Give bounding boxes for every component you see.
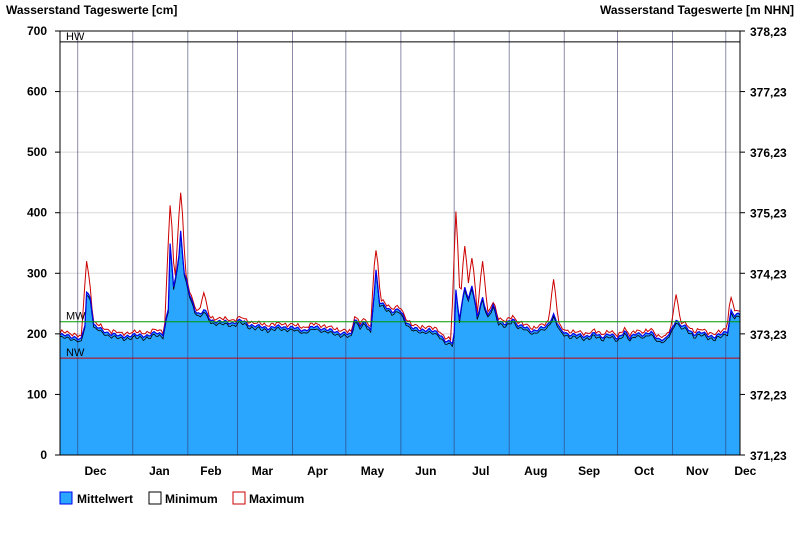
legend-label-mean: Mittelwert bbox=[77, 492, 133, 506]
month-label-6: Jun bbox=[415, 464, 436, 478]
plot-frame bbox=[59, 30, 741, 456]
series-lines bbox=[59, 192, 741, 348]
left-y-ticks: 0 100 200 300 400 500 600 700 bbox=[27, 24, 60, 462]
left-tick-label-5: 500 bbox=[27, 145, 47, 159]
month-label-10: Oct bbox=[634, 464, 654, 478]
month-label-2: Feb bbox=[200, 464, 221, 478]
mean-area bbox=[60, 230, 740, 455]
left-tick-label-3: 300 bbox=[27, 266, 47, 280]
legend-swatch-min bbox=[148, 491, 162, 505]
right-y-ticks: 371,23 372,23 373,23 374,23 375,23 376,23 377,… bbox=[740, 25, 787, 463]
month-label-0: Dec bbox=[85, 464, 107, 478]
right-tick-label-3: 374,23 bbox=[750, 267, 787, 281]
right-tick-label-5: 376,23 bbox=[750, 146, 787, 160]
reference-lines: HW MW NW bbox=[60, 31, 740, 359]
month-label-7: Jul bbox=[472, 464, 489, 478]
month-label-8: Aug bbox=[524, 464, 547, 478]
month-label-1: Jan bbox=[149, 464, 170, 478]
left-tick-label-1: 100 bbox=[27, 387, 47, 401]
left-axis-title: Wasserstand Tageswerte [cm] bbox=[6, 3, 177, 17]
mean-area-fill bbox=[60, 230, 740, 455]
right-tick-label-7: 378,23 bbox=[750, 25, 787, 39]
month-label-11: Nov bbox=[686, 464, 709, 478]
left-tick-label-6: 600 bbox=[27, 85, 47, 99]
right-tick-label-0: 371,23 bbox=[750, 449, 787, 463]
month-label-5: May bbox=[361, 464, 385, 478]
right-tick-label-1: 372,23 bbox=[750, 388, 787, 402]
ref-label-nw: NW bbox=[66, 347, 85, 359]
left-tick-label-0: 0 bbox=[40, 448, 47, 462]
legend-swatch-mean bbox=[59, 491, 73, 505]
maximum-line bbox=[59, 192, 741, 342]
month-label-3: Mar bbox=[252, 464, 274, 478]
right-tick-label-6: 377,23 bbox=[750, 86, 787, 100]
month-label-4: Apr bbox=[307, 464, 328, 478]
left-tick-label-4: 400 bbox=[27, 206, 47, 220]
x-ticks: Dec Jan Feb Mar Apr May Jun Jul Aug Sep Oct Nov Dec bbox=[85, 464, 757, 478]
legend: Mittelwert Minimum Maximum bbox=[59, 491, 304, 506]
left-tick-label-2: 200 bbox=[27, 327, 47, 341]
left-tick-label-7: 700 bbox=[27, 24, 47, 38]
ref-label-hw: HW bbox=[66, 31, 85, 43]
month-label-9: Sep bbox=[578, 464, 600, 478]
ref-label-mw: MW bbox=[66, 311, 86, 323]
right-tick-label-2: 373,23 bbox=[750, 328, 787, 342]
right-axis-title: Wasserstand Tageswerte [m NHN] bbox=[600, 3, 794, 17]
legend-label-min: Minimum bbox=[165, 492, 218, 506]
right-tick-label-4: 375,23 bbox=[750, 207, 787, 221]
legend-label-max: Maximum bbox=[249, 492, 304, 506]
mean-line bbox=[59, 230, 741, 345]
month-label-12: Dec bbox=[734, 464, 756, 478]
legend-swatch-max bbox=[232, 491, 246, 505]
